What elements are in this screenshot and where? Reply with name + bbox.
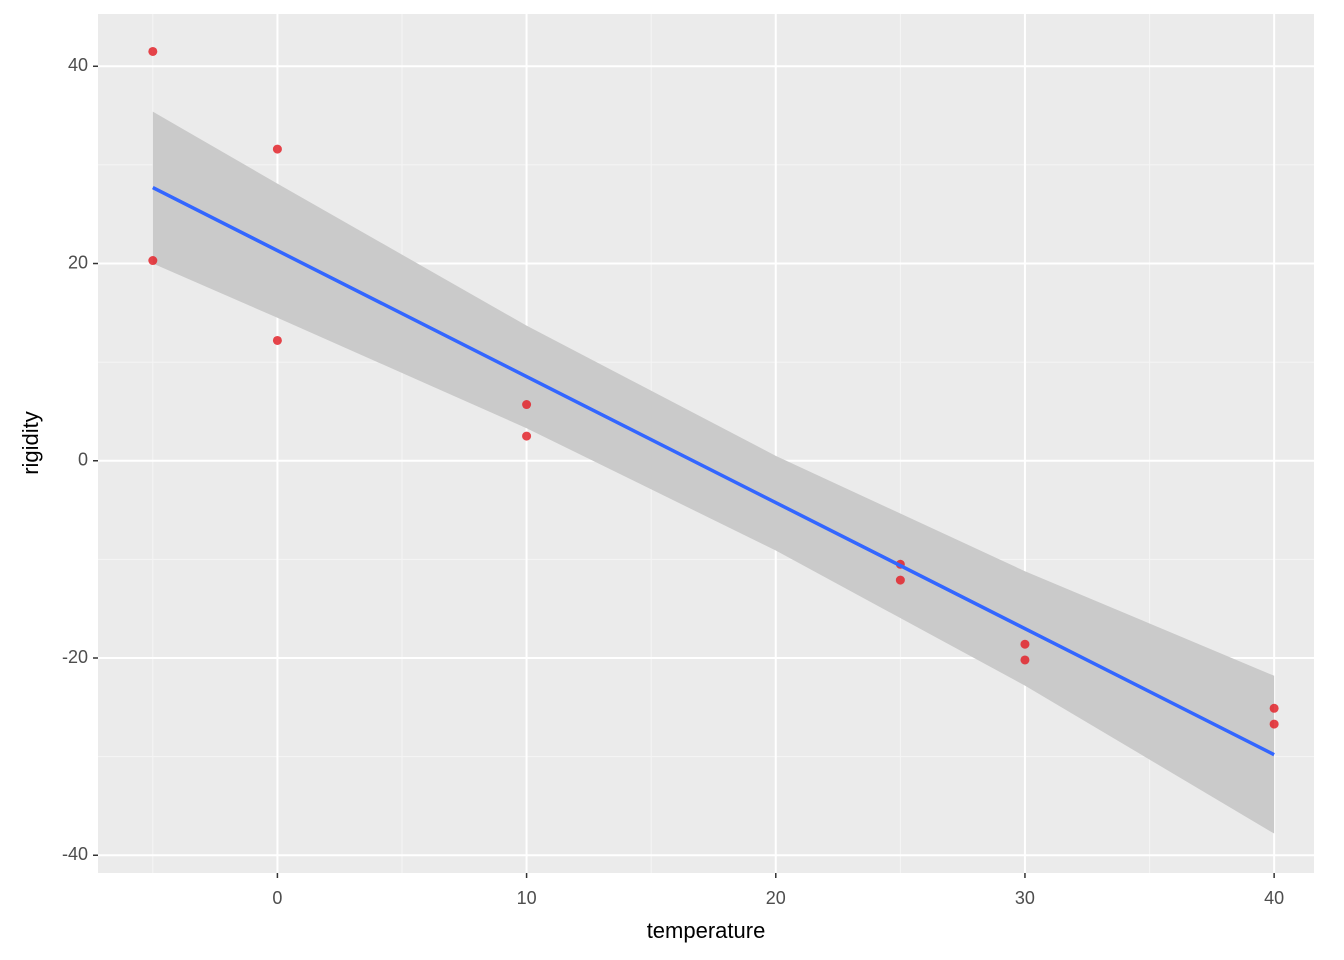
fit-line xyxy=(152,186,1275,757)
point xyxy=(148,256,158,266)
x-tick-label: 30 xyxy=(1015,888,1035,908)
point xyxy=(522,400,532,410)
point xyxy=(1020,639,1030,649)
point xyxy=(272,144,282,154)
point xyxy=(895,575,905,585)
y-tick-label: 40 xyxy=(68,55,88,75)
point xyxy=(522,431,532,441)
x-axis-title: temperature xyxy=(647,918,766,943)
point xyxy=(272,335,282,345)
point xyxy=(148,46,158,56)
x-tick-label: 0 xyxy=(272,888,282,908)
y-tick-label: -40 xyxy=(62,844,88,864)
y-tick-label: 20 xyxy=(68,252,88,272)
x-tick-label: 10 xyxy=(517,888,537,908)
point xyxy=(1020,655,1030,665)
y-tick-label: -20 xyxy=(62,647,88,667)
x-tick-label: 40 xyxy=(1264,888,1284,908)
point xyxy=(1269,703,1279,713)
y-axis-title: rigidity xyxy=(18,411,43,475)
y-tick-label: 0 xyxy=(78,450,88,470)
x-tick-label: 20 xyxy=(766,888,786,908)
point xyxy=(1269,719,1279,729)
